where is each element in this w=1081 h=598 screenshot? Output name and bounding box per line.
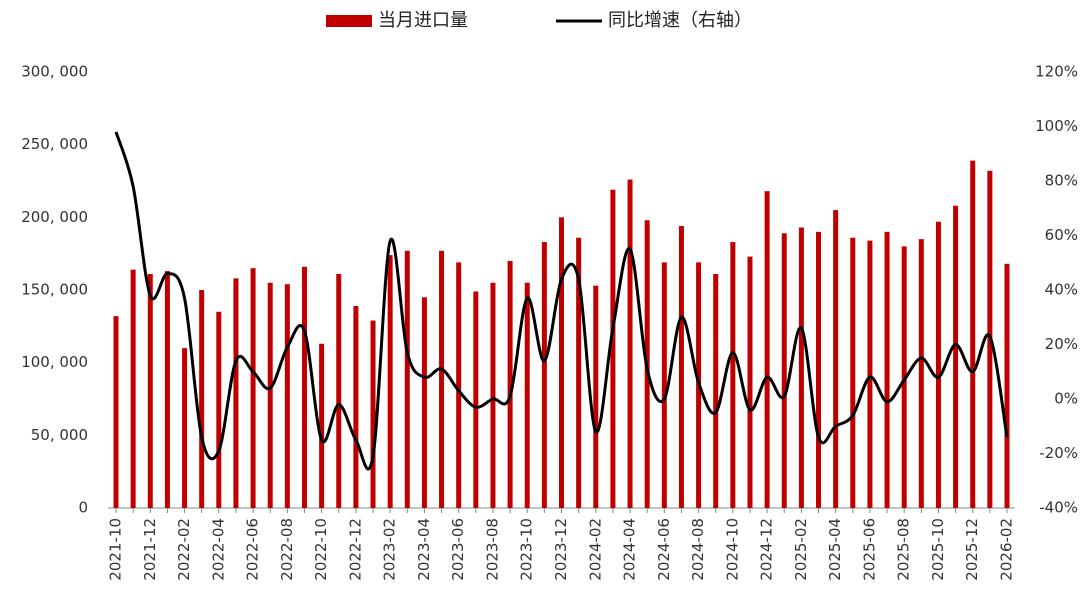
legend-label: 当月进口量 — [378, 10, 468, 31]
bar — [970, 160, 976, 509]
bar — [576, 237, 582, 508]
bar — [610, 189, 616, 508]
bar — [113, 316, 119, 508]
bar — [182, 348, 188, 508]
bar — [353, 305, 359, 508]
x-tick-label: 2024-06 — [655, 518, 673, 581]
x-tick-label: 2025-06 — [860, 518, 878, 581]
bar — [147, 274, 153, 508]
bar — [781, 233, 787, 508]
bar — [1004, 263, 1010, 508]
bar — [524, 282, 530, 508]
x-tick-label: 2023-06 — [449, 518, 467, 581]
x-tick-label: 2023-08 — [483, 518, 501, 581]
bar — [507, 260, 513, 508]
y2-tick-label: -20% — [1039, 444, 1078, 462]
bar — [233, 278, 239, 508]
bar — [164, 271, 170, 508]
x-tick-label: 2024-04 — [621, 518, 639, 581]
y2-tick-label: 60% — [1045, 226, 1078, 244]
legend-label: 同比增速（右轴） — [608, 10, 752, 31]
y-tick-label: 0 — [78, 499, 88, 517]
bar — [935, 221, 941, 508]
x-tick-label: 2026-02 — [998, 518, 1016, 581]
x-tick-label: 2022-10 — [312, 518, 330, 581]
bar — [370, 320, 376, 508]
bar — [267, 282, 273, 508]
x-tick-label: 2024-10 — [723, 518, 741, 581]
bar — [559, 217, 564, 509]
bar — [593, 285, 599, 508]
x-tick-label: 2025-10 — [929, 518, 947, 581]
bar — [456, 262, 462, 508]
bar — [730, 242, 736, 509]
y-tick-label: 250, 000 — [21, 135, 88, 153]
x-tick-label: 2022-12 — [346, 518, 364, 581]
bar — [901, 246, 907, 508]
bar — [473, 291, 479, 508]
bar — [439, 250, 445, 508]
x-tick-label: 2025-12 — [963, 518, 981, 581]
x-tick-label: 2025-04 — [826, 518, 844, 581]
bar — [541, 242, 547, 509]
bar — [816, 231, 822, 508]
bar — [833, 210, 839, 509]
x-tick-label: 2024-12 — [758, 518, 776, 581]
bar — [387, 255, 393, 508]
y2-tick-label: 80% — [1045, 172, 1078, 190]
bar — [798, 227, 804, 509]
bar — [130, 269, 136, 508]
legend-swatch — [326, 15, 372, 27]
x-tick-label: 2021-12 — [141, 518, 159, 581]
x-tick-label: 2025-08 — [895, 518, 913, 581]
bar — [867, 240, 873, 508]
bar — [250, 268, 256, 508]
y-tick-label: 50, 000 — [31, 426, 88, 444]
bar — [421, 297, 427, 508]
bar — [764, 191, 770, 508]
y2-tick-label: 0% — [1054, 390, 1078, 408]
bar — [404, 250, 410, 508]
x-tick-label: 2022-02 — [175, 518, 193, 581]
bar — [199, 290, 205, 508]
bar — [319, 343, 325, 508]
x-tick-label: 2022-04 — [209, 518, 227, 581]
y2-tick-label: 20% — [1045, 335, 1078, 353]
bar — [627, 179, 633, 508]
x-tick-label: 2024-02 — [586, 518, 604, 581]
bar — [284, 284, 290, 508]
x-tick-label: 2023-10 — [518, 518, 536, 581]
y2-tick-label: 120% — [1035, 63, 1078, 81]
bar — [678, 226, 684, 508]
y-tick-label: 100, 000 — [21, 353, 88, 371]
x-tick-label: 2022-06 — [244, 518, 262, 581]
bar — [884, 231, 890, 508]
bar — [747, 256, 753, 508]
x-tick-label: 2025-02 — [792, 518, 810, 581]
y-tick-label: 300, 000 — [21, 63, 88, 81]
y2-tick-label: 100% — [1035, 117, 1078, 135]
x-tick-label: 2023-04 — [415, 518, 433, 581]
x-tick-label: 2023-12 — [552, 518, 570, 581]
y-tick-label: 150, 000 — [21, 281, 88, 299]
bar — [490, 282, 496, 508]
x-tick-label: 2024-08 — [689, 518, 707, 581]
bar — [918, 239, 924, 508]
x-tick-label: 2022-08 — [278, 518, 296, 581]
bar — [336, 274, 342, 508]
bar — [953, 205, 959, 508]
y2-tick-label: -40% — [1039, 499, 1078, 517]
line — [114, 131, 1009, 471]
y-tick-label: 200, 000 — [21, 208, 88, 226]
y2-tick-label: 40% — [1045, 281, 1078, 299]
bar — [301, 266, 307, 508]
bar — [713, 274, 719, 508]
x-tick-label: 2023-02 — [381, 518, 399, 581]
bar — [850, 237, 856, 508]
bar — [661, 262, 667, 508]
x-tick-label: 2021-10 — [107, 518, 125, 581]
bar — [216, 311, 222, 508]
